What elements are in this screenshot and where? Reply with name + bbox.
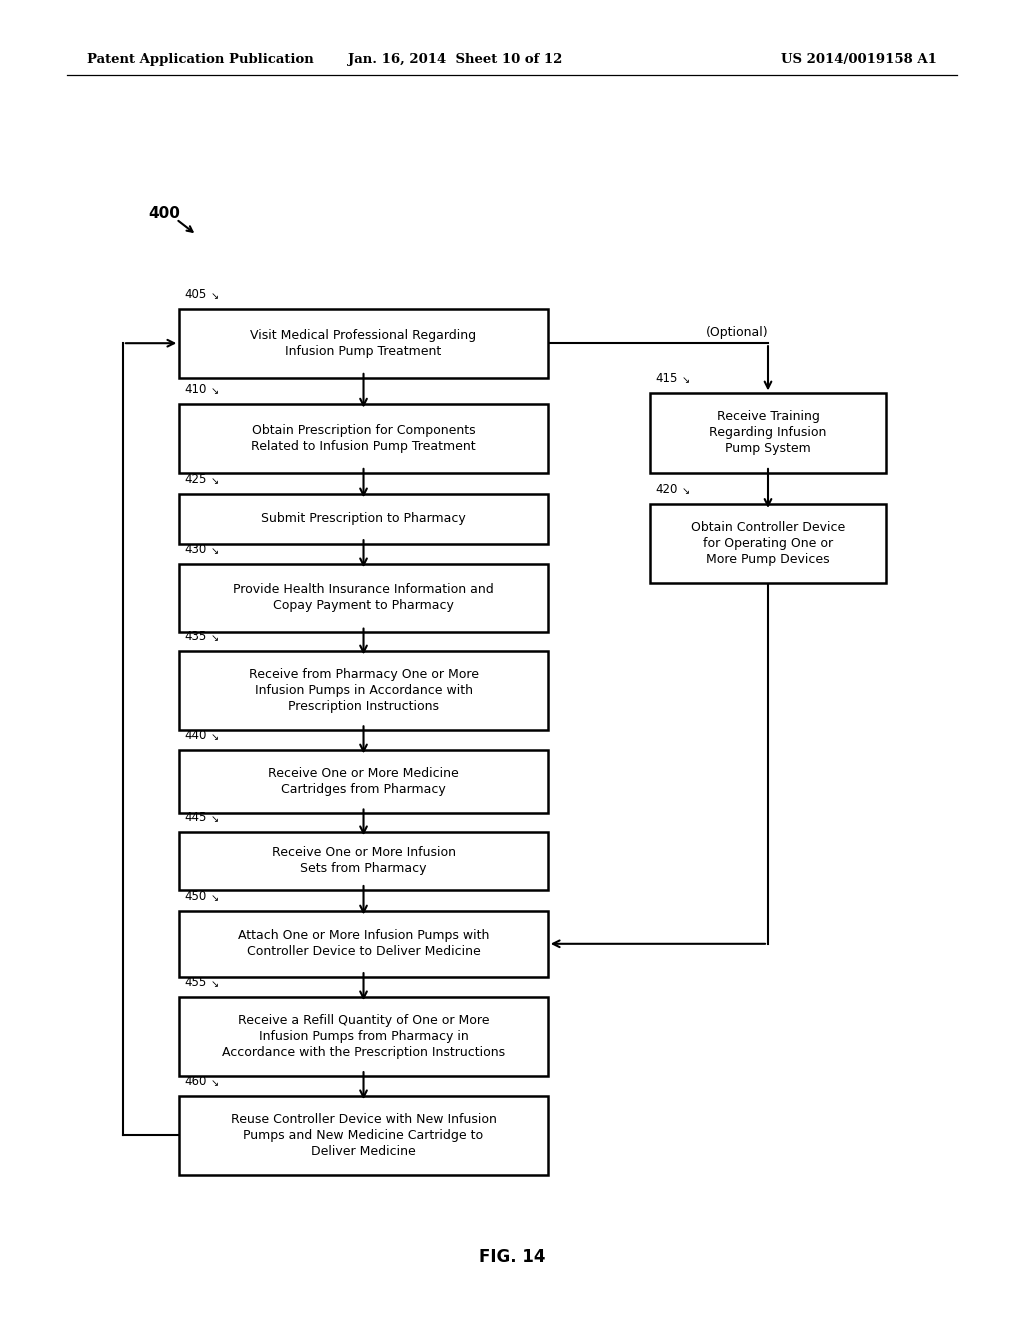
Text: Obtain Controller Device
for Operating One or
More Pump Devices: Obtain Controller Device for Operating O… [691, 521, 845, 566]
Text: Submit Prescription to Pharmacy: Submit Prescription to Pharmacy [261, 512, 466, 525]
Bar [179, 911, 548, 977]
Text: 460: 460 [184, 1074, 207, 1088]
Text: ↘: ↘ [682, 375, 690, 385]
Text: FIG. 14: FIG. 14 [479, 1247, 545, 1266]
Text: 450: 450 [184, 890, 207, 903]
Bar [179, 404, 548, 473]
Text: Receive One or More Medicine
Cartridges from Pharmacy: Receive One or More Medicine Cartridges … [268, 767, 459, 796]
Text: ↘: ↘ [211, 632, 219, 643]
Text: ↘: ↘ [211, 731, 219, 742]
Bar [179, 997, 548, 1076]
Text: (Optional): (Optional) [706, 326, 769, 339]
Text: ↘: ↘ [211, 813, 219, 824]
Text: Reuse Controller Device with New Infusion
Pumps and New Medicine Cartridge to
De: Reuse Controller Device with New Infusio… [230, 1113, 497, 1158]
Text: Visit Medical Professional Regarding
Infusion Pump Treatment: Visit Medical Professional Regarding Inf… [251, 329, 476, 358]
Text: Patent Application Publication: Patent Application Publication [87, 53, 313, 66]
Bar [179, 832, 548, 890]
Text: 410: 410 [184, 383, 207, 396]
Text: Receive from Pharmacy One or More
Infusion Pumps in Accordance with
Prescription: Receive from Pharmacy One or More Infusi… [249, 668, 478, 713]
Text: 435: 435 [184, 630, 207, 643]
Text: Obtain Prescription for Components
Related to Infusion Pump Treatment: Obtain Prescription for Components Relat… [251, 424, 476, 453]
Text: ↘: ↘ [211, 545, 219, 556]
Text: 420: 420 [655, 483, 678, 496]
Text: Attach One or More Infusion Pumps with
Controller Device to Deliver Medicine: Attach One or More Infusion Pumps with C… [238, 929, 489, 958]
Text: 405: 405 [184, 288, 207, 301]
Text: ↘: ↘ [211, 1077, 219, 1088]
Text: Jan. 16, 2014  Sheet 10 of 12: Jan. 16, 2014 Sheet 10 of 12 [348, 53, 563, 66]
Bar [179, 750, 548, 813]
Text: 425: 425 [184, 473, 207, 486]
Text: ↘: ↘ [211, 290, 219, 301]
Bar [179, 651, 548, 730]
Text: Receive a Refill Quantity of One or More
Infusion Pumps from Pharmacy in
Accorda: Receive a Refill Quantity of One or More… [222, 1014, 505, 1059]
Text: ↘: ↘ [211, 385, 219, 396]
Text: Receive Training
Regarding Infusion
Pump System: Receive Training Regarding Infusion Pump… [710, 411, 826, 455]
Text: ↘: ↘ [211, 892, 219, 903]
Text: ↘: ↘ [211, 475, 219, 486]
Text: 400: 400 [148, 206, 180, 222]
Text: Receive One or More Infusion
Sets from Pharmacy: Receive One or More Infusion Sets from P… [271, 846, 456, 875]
Bar [179, 1096, 548, 1175]
Text: ↘: ↘ [682, 486, 690, 496]
Bar [179, 494, 548, 544]
Text: US 2014/0019158 A1: US 2014/0019158 A1 [781, 53, 937, 66]
Text: 430: 430 [184, 543, 207, 556]
Bar [179, 309, 548, 378]
Text: Provide Health Insurance Information and
Copay Payment to Pharmacy: Provide Health Insurance Information and… [233, 583, 494, 612]
Text: 445: 445 [184, 810, 207, 824]
Text: 415: 415 [655, 372, 678, 385]
Bar [650, 393, 886, 473]
Text: 455: 455 [184, 975, 207, 989]
Bar [650, 504, 886, 583]
Text: 440: 440 [184, 729, 207, 742]
Bar [179, 564, 548, 632]
Text: ↘: ↘ [211, 978, 219, 989]
